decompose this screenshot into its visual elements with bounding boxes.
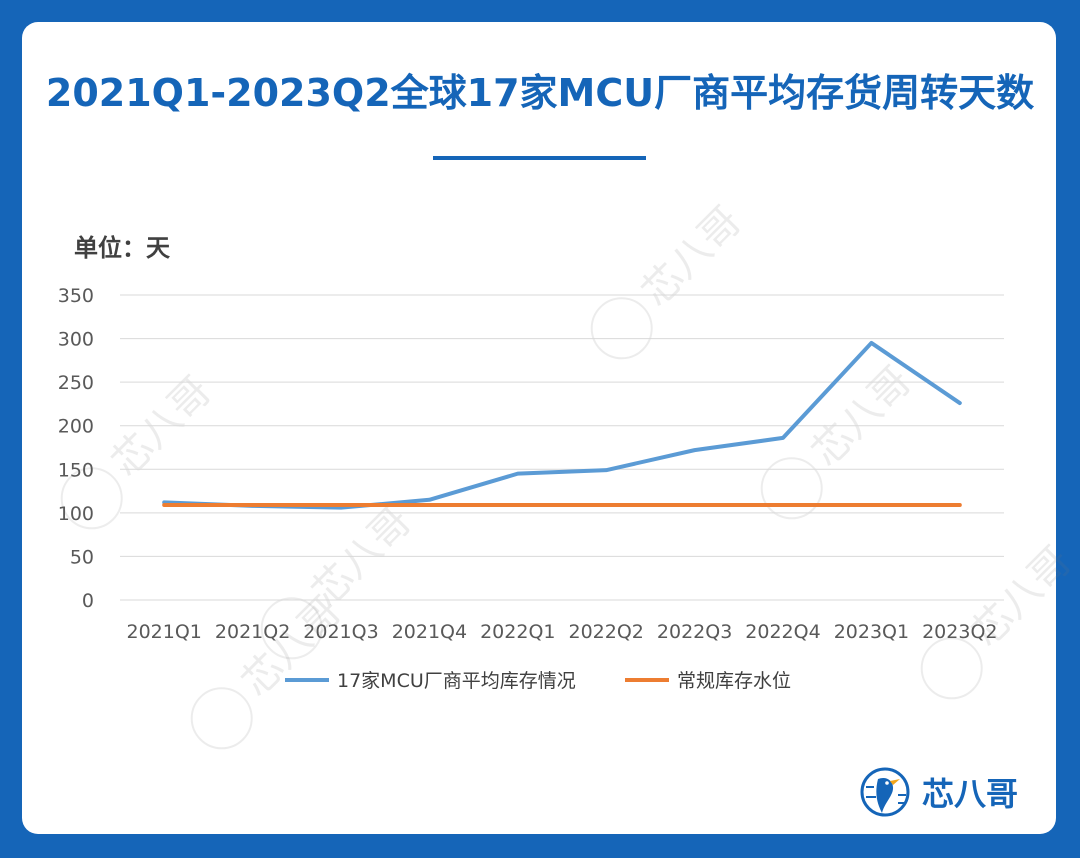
data-point	[694, 449, 696, 451]
data-point	[782, 437, 784, 439]
y-tick-label: 200	[58, 416, 94, 438]
unit-label: 单位：天	[74, 234, 170, 262]
y-tick-label: 300	[58, 329, 94, 351]
y-tick-label: 100	[58, 503, 94, 525]
data-point	[340, 507, 342, 509]
data-point	[870, 504, 872, 506]
data-point	[428, 499, 430, 501]
watermark-text: 芯八哥	[633, 198, 750, 315]
y-tick-label: 250	[58, 372, 94, 394]
x-tick-label: 2022Q3	[657, 621, 732, 643]
x-tick-label: 2021Q4	[392, 621, 467, 643]
data-point	[252, 504, 254, 506]
watermark-logo-icon	[920, 637, 983, 700]
data-point	[163, 504, 165, 506]
brand-name: 芯八哥	[922, 775, 1019, 813]
data-point	[428, 504, 430, 506]
watermark-logo-icon	[190, 687, 253, 750]
y-tick-label: 50	[70, 546, 94, 568]
data-point	[605, 504, 607, 506]
watermark-text: 芯八哥	[233, 588, 350, 705]
watermark-logo-icon	[760, 457, 823, 520]
brand-logo: 芯八哥	[858, 762, 1018, 822]
legend-label: 常规库存水位	[677, 670, 791, 692]
data-point	[605, 469, 607, 471]
x-tick-label: 2021Q3	[303, 621, 378, 643]
watermark-logo-icon	[260, 597, 323, 660]
title-underline	[433, 156, 646, 160]
data-point	[517, 504, 519, 506]
data-point	[782, 504, 784, 506]
data-point	[959, 504, 961, 506]
x-tick-label: 2021Q2	[215, 621, 290, 643]
watermark-logo-icon	[60, 467, 123, 530]
x-tick-label: 2021Q1	[126, 621, 201, 643]
y-tick-label: 150	[58, 459, 94, 481]
y-tick-label: 0	[82, 590, 94, 612]
data-point	[517, 473, 519, 475]
data-point	[959, 402, 961, 404]
legend-label: 17家MCU厂商平均库存情况	[337, 670, 576, 692]
y-axis-ticks: 0 50 100 150 200 250 300 350	[58, 285, 94, 612]
x-tick-label: 2023Q1	[834, 621, 909, 643]
watermark: 芯八哥	[590, 198, 750, 360]
watermark-text: 芯八哥	[803, 358, 920, 475]
data-point	[694, 504, 696, 506]
y-tick-label: 350	[58, 285, 94, 307]
bird-logo-icon	[860, 767, 910, 817]
page-title: 2021Q1-2023Q2全球17家MCU厂商平均存货周转天数	[45, 71, 1035, 115]
x-tick-label: 2022Q4	[745, 621, 820, 643]
x-tick-label: 2022Q1	[480, 621, 555, 643]
data-point	[340, 504, 342, 506]
x-tick-label: 2022Q2	[568, 621, 643, 643]
legend: 17家MCU厂商平均库存情况 常规库存水位	[285, 670, 791, 692]
gridlines	[120, 294, 1004, 601]
watermark-text: 芯八哥	[103, 368, 220, 485]
data-point	[870, 342, 872, 344]
x-tick-label: 2023Q2	[922, 621, 997, 643]
watermark-logo-icon	[590, 297, 653, 360]
x-axis-ticks: 2021Q1 2021Q2 2021Q3 2021Q4 2022Q1 2022Q2 2022…	[126, 621, 997, 643]
series-lines	[162, 340, 962, 510]
data-point	[163, 501, 165, 503]
